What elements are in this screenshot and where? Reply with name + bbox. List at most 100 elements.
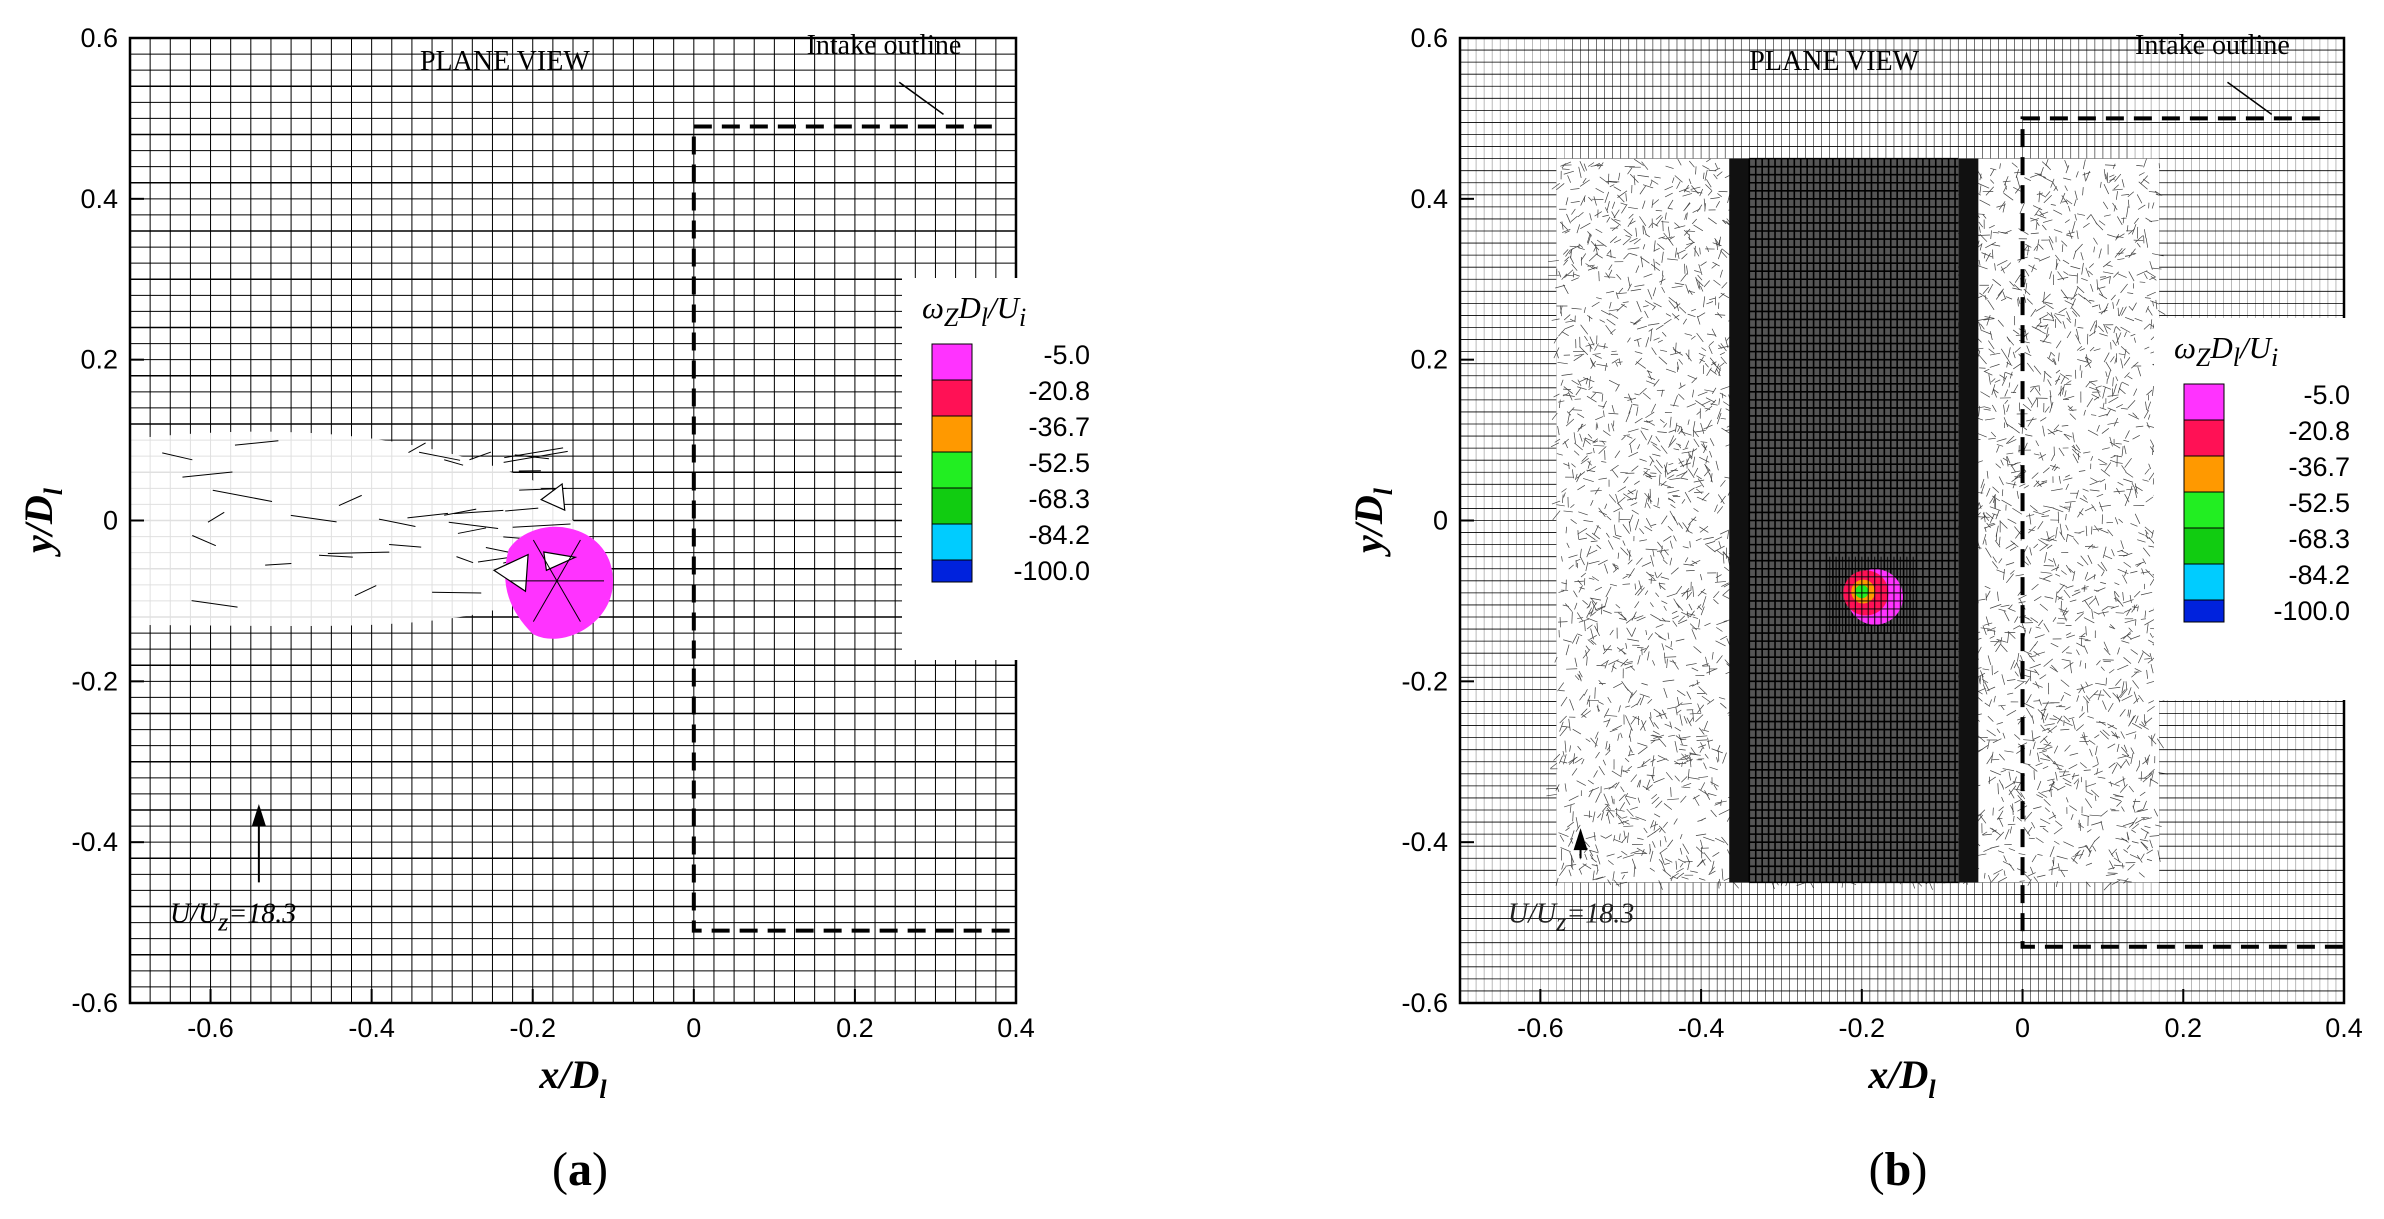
- mesh-edge: [2032, 741, 2036, 750]
- mesh-edge: [1622, 301, 1629, 304]
- mesh-edge: [1621, 850, 1628, 856]
- mesh-edge: [1592, 353, 1601, 355]
- mesh-edge: [1691, 629, 1697, 640]
- mesh-edge: [2038, 698, 2042, 706]
- mesh-edge: [1570, 519, 1577, 525]
- mesh-edge: [1710, 399, 1717, 406]
- mesh-edge: [1693, 796, 1700, 806]
- mesh-edge: [2128, 485, 2133, 497]
- mesh-edge: [1685, 440, 1690, 449]
- mesh-edge: [2057, 863, 2060, 870]
- mesh-edge: [1989, 363, 2000, 368]
- mesh-edge: [2031, 583, 2039, 591]
- mesh-edge: [1681, 876, 1689, 880]
- mesh-edge: [1574, 602, 1578, 610]
- mesh-edge: [2044, 723, 2055, 726]
- mesh-edge: [2058, 475, 2061, 484]
- mesh-edge: [1595, 188, 1605, 194]
- mesh-edge: [2117, 647, 2120, 655]
- mesh-edge: [2040, 571, 2052, 574]
- mesh-edge: [1663, 605, 1667, 611]
- mesh-edge: [1633, 319, 1641, 326]
- mesh-edge: [1574, 757, 1583, 764]
- mesh-edge: [2142, 817, 2152, 821]
- mesh-edge: [2005, 542, 2016, 549]
- mesh-edge: [2091, 504, 2097, 512]
- mesh-edge: [2145, 532, 2148, 539]
- mesh-edge: [1576, 612, 1584, 622]
- mesh-edge: [2068, 764, 2078, 770]
- mesh-edge: [2043, 623, 2050, 633]
- legend-title-sub: Z: [944, 303, 959, 332]
- mesh-edge: [1694, 270, 1701, 273]
- mesh-edge: [1698, 878, 1706, 881]
- mesh-edge: [1978, 226, 1981, 233]
- mesh-edge: [1650, 441, 1658, 446]
- mesh-edge: [2120, 346, 2130, 355]
- mesh-edge: [2022, 403, 2032, 411]
- mesh-edge: [2136, 194, 2143, 204]
- mesh-edge: [1707, 190, 1713, 196]
- mesh-edge: [1581, 455, 1588, 462]
- mesh-edge: [1983, 368, 1990, 373]
- mesh-edge: [2115, 612, 2124, 614]
- mesh-edge: [1672, 615, 1679, 620]
- y-tick-label: 0.6: [80, 23, 118, 53]
- mesh-edge: [2076, 724, 2084, 732]
- mesh-edge: [2152, 253, 2164, 257]
- mesh-edge: [1985, 512, 1994, 519]
- mesh-edge: [1640, 648, 1647, 651]
- mesh-edge: [2048, 538, 2055, 542]
- mesh-edge: [1611, 358, 1619, 364]
- legend-swatch: [931, 451, 973, 489]
- mesh-edge: [1698, 744, 1707, 748]
- mesh-edge: [2008, 604, 2013, 609]
- wake-mesh-line: [407, 512, 449, 519]
- mesh-edge: [1678, 358, 1683, 365]
- mesh-edge: [1577, 745, 1582, 751]
- mesh-edge: [2135, 425, 2144, 428]
- mesh-edge: [2043, 176, 2054, 183]
- mesh-edge: [2134, 668, 2142, 672]
- mesh-edge: [2043, 737, 2049, 744]
- mesh-edge: [2002, 185, 2007, 193]
- mesh-edge: [2066, 234, 2074, 238]
- mesh-edge: [1553, 347, 1560, 359]
- mesh-edge: [1604, 803, 1610, 806]
- mesh-edge: [1704, 407, 1711, 410]
- mesh-edge: [1575, 473, 1578, 481]
- mesh-edge: [1652, 660, 1656, 666]
- mesh-edge: [2091, 304, 2099, 308]
- mesh-edge: [1559, 305, 1563, 314]
- mesh-edge: [1607, 540, 1614, 550]
- mesh-edge: [1682, 447, 1689, 451]
- mesh-edge: [2116, 800, 2122, 807]
- mesh-edge: [1592, 870, 1595, 881]
- mesh-edge: [1991, 244, 2001, 247]
- mesh-edge: [1566, 213, 1571, 224]
- mesh-edge: [2138, 872, 2145, 878]
- mesh-edge: [1635, 265, 1640, 274]
- mesh-edge: [2120, 688, 2128, 699]
- mesh-edge: [1688, 487, 1695, 493]
- mesh-edge: [2029, 663, 2041, 669]
- mesh-edge: [1634, 585, 1643, 596]
- mesh-edge: [1723, 583, 1730, 588]
- wake-mesh-line: [162, 452, 193, 461]
- chart-panel-a: -0.6 -0.4 -0.2 0 0.2 0.4-0.6-0.4-0.200.20.40.…: [16, 23, 1090, 1196]
- mesh-edge: [2074, 589, 2080, 592]
- mesh-edge: [1678, 384, 1686, 389]
- mesh-edge: [1603, 719, 1611, 723]
- mesh-edge: [1647, 288, 1653, 300]
- mesh-edge: [2076, 642, 2085, 648]
- mesh-edge: [2089, 386, 2100, 392]
- mesh-edge: [1662, 679, 1675, 682]
- mesh-edge: [2041, 712, 2045, 724]
- mesh-edge: [1980, 323, 1985, 330]
- mesh-edge: [2065, 513, 2067, 521]
- mesh-edge: [1667, 798, 1680, 801]
- mesh-edge: [1681, 451, 1692, 454]
- mesh-edge: [2130, 753, 2134, 765]
- mesh-edge: [2065, 474, 2071, 478]
- mesh-edge: [2098, 528, 2109, 534]
